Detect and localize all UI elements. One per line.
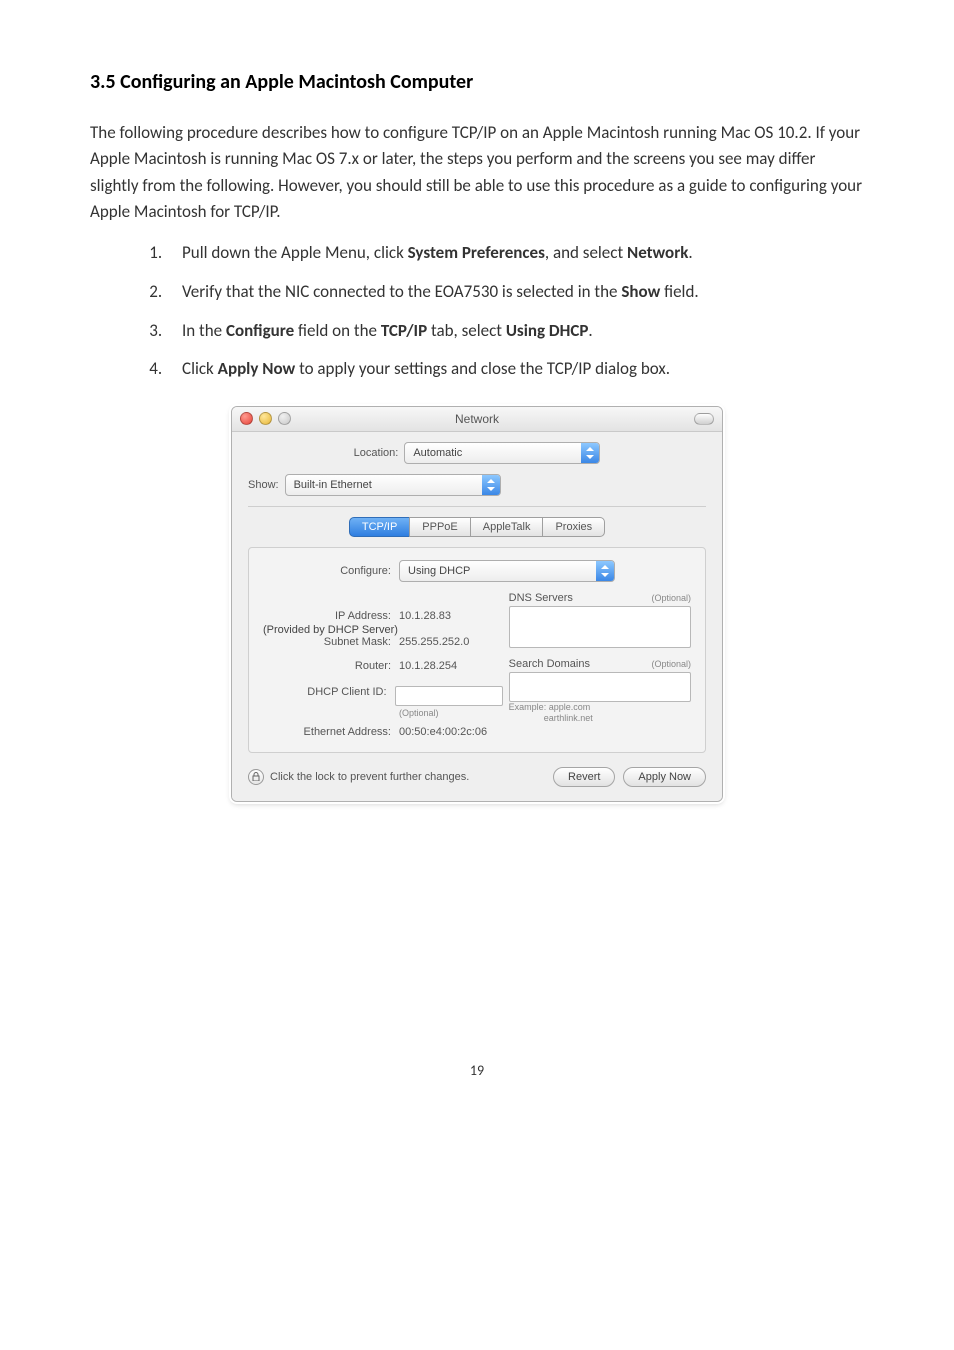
step-3: In the Configure field on the TCP/IP tab… [166,319,864,344]
step-3-text-g: . [588,320,592,341]
location-value: Automatic [405,447,581,459]
ip-label: IP Address: [263,610,391,622]
tab-pppoe[interactable]: PPPoE [409,517,470,537]
step-1-text-e: . [688,242,692,263]
lock-icon[interactable] [248,769,264,785]
subnet-value: 255.255.252.0 [399,636,469,648]
location-label: Location: [354,447,399,459]
location-select[interactable]: Automatic [404,442,600,464]
dhcpid-note: (Optional) [399,708,503,718]
tab-tcpip[interactable]: TCP/IP [349,517,410,537]
router-value: 10.1.28.254 [399,660,457,672]
step-2-bold-b: Show [621,281,660,302]
example-label: Example: [509,702,547,712]
router-label: Router: [263,660,391,672]
example-text: Example: apple.com earthlink.net [509,702,691,724]
step-3-bold-b: Configure [226,320,294,341]
tab-appletalk[interactable]: AppleTalk [470,517,544,537]
intro-paragraph: The following procedure describes how to… [90,120,864,225]
step-3-bold-f: Using DHCP [506,320,589,341]
eth-label: Ethernet Address: [263,726,391,738]
step-1-bold-b: System Preferences [408,242,545,263]
tab-proxies[interactable]: Proxies [542,517,605,537]
dhcpid-label: DHCP Client ID: [263,686,387,706]
step-3-text-c: field on the [294,320,381,341]
step-3-bold-d: TCP/IP [381,320,427,341]
lock-text: Click the lock to prevent further change… [270,771,469,783]
step-3-text-e: tab, select [427,320,506,341]
page-number: 19 [90,1062,864,1079]
search-label: Search Domains [509,658,590,670]
search-input[interactable] [509,672,691,702]
step-4-bold-b: Apply Now [218,358,296,379]
apply-now-button[interactable]: Apply Now [623,767,706,787]
divider [248,506,706,507]
step-1-bold-d: Network [627,242,688,263]
section-heading: 3.5 Configuring an Apple Macintosh Compu… [90,70,864,94]
chevron-updown-icon [596,561,614,581]
steps-list: Pull down the Apple Menu, click System P… [90,241,864,382]
show-label: Show: [248,479,279,491]
revert-button[interactable]: Revert [553,767,615,787]
titlebar: Network [232,407,722,432]
dns-input[interactable] [509,606,691,648]
show-select[interactable]: Built-in Ethernet [285,474,501,496]
example-1: apple.com [549,702,591,712]
chevron-updown-icon [581,443,599,463]
tabs: TCP/IP PPPoE AppleTalk Proxies [248,517,706,537]
step-1: Pull down the Apple Menu, click System P… [166,241,864,266]
step-1-text-c: , and select [545,242,627,263]
window-title: Network [232,412,722,426]
ip-sub: (Provided by DHCP Server) [263,624,503,636]
step-4: Click Apply Now to apply your settings a… [166,357,864,382]
configure-value: Using DHCP [400,565,596,577]
step-2-text-a: Verify that the NIC connected to the EOA… [182,281,621,302]
chevron-updown-icon [482,475,500,495]
network-window: Network Location: Automatic Show: [231,406,723,802]
step-2-text-c: field. [660,281,698,302]
search-optional: (Optional) [651,659,691,669]
step-4-text-a: Click [182,358,218,379]
dhcpid-input[interactable] [395,686,503,706]
ip-value: 10.1.28.83 [399,610,451,622]
dns-optional: (Optional) [651,593,691,603]
step-2: Verify that the NIC connected to the EOA… [166,280,864,305]
dns-label: DNS Servers [509,592,573,604]
subnet-label: Subnet Mask: [263,636,391,648]
configure-select[interactable]: Using DHCP [399,560,615,582]
configure-label: Configure: [263,565,391,577]
example-2: earthlink.net [544,713,593,723]
step-3-text-a: In the [182,320,226,341]
step-1-text-a: Pull down the Apple Menu, click [182,242,408,263]
tcpip-panel: Configure: Using DHCP IP Addres [248,547,706,753]
show-value: Built-in Ethernet [286,479,482,491]
step-4-text-c: to apply your settings and close the TCP… [295,358,670,379]
eth-value: 00:50:e4:00:2c:06 [399,726,487,738]
